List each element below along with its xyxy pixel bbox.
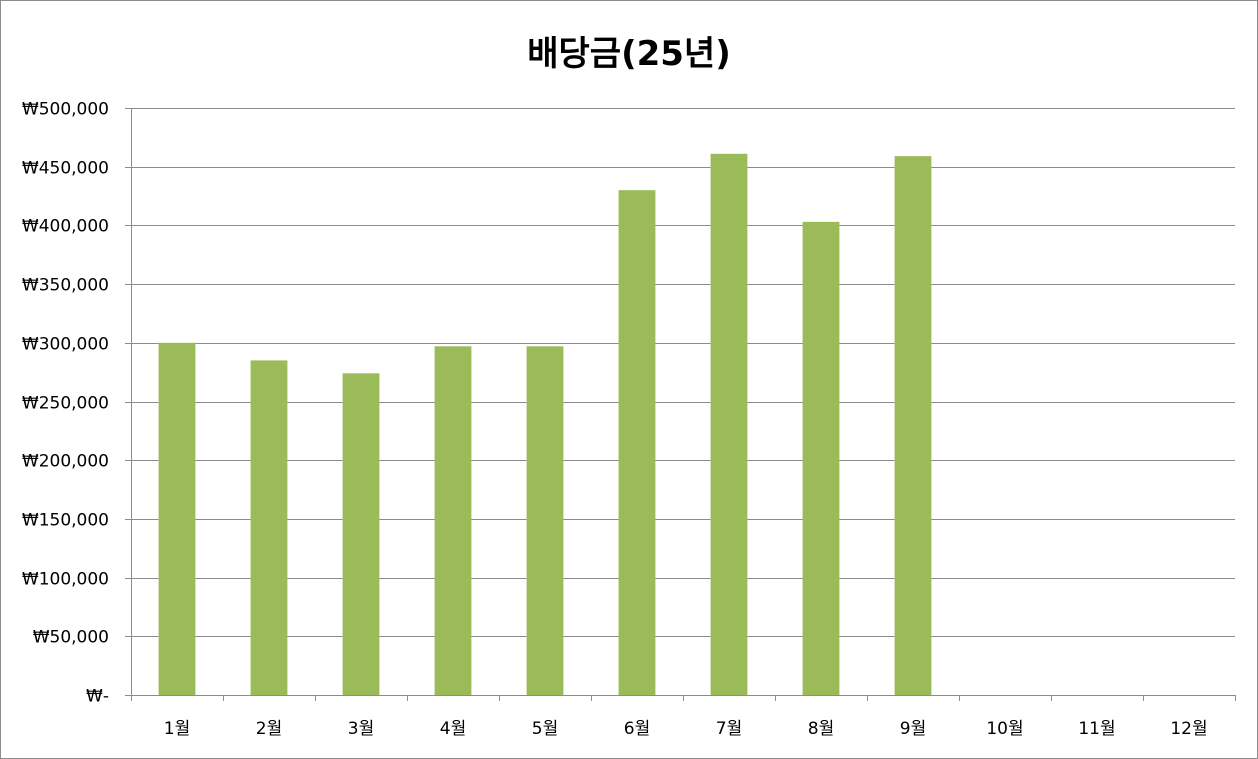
bar-4 — [434, 346, 472, 695]
axes — [131, 108, 1236, 701]
bar-2 — [250, 360, 288, 695]
y-tick-label: ₩300,000 — [22, 335, 109, 355]
x-tick-label: 11월 — [1078, 719, 1115, 739]
y-tick-label: ₩500,000 — [22, 100, 109, 120]
gridlines — [125, 108, 1235, 696]
x-tick-label: 10월 — [986, 719, 1023, 739]
x-tick-label: 5월 — [532, 719, 558, 739]
bars — [158, 153, 932, 696]
y-tick-label: ₩- — [86, 687, 109, 707]
bar-8 — [802, 221, 840, 696]
bar-5 — [526, 346, 564, 695]
bar-6 — [618, 190, 656, 695]
y-tick-label: ₩350,000 — [22, 276, 109, 296]
bar-1 — [158, 342, 196, 695]
y-tick-label: ₩50,000 — [33, 628, 109, 648]
x-tick-label: 2월 — [256, 719, 282, 739]
x-tick-label: 9월 — [900, 719, 926, 739]
y-tick-label: ₩250,000 — [22, 394, 109, 414]
y-tick-label: ₩150,000 — [22, 511, 109, 531]
x-tick-label: 1월 — [164, 719, 190, 739]
y-tick-label: ₩450,000 — [22, 159, 109, 179]
y-tick-labels: ₩- ₩50,000 ₩100,000 ₩150,000 ₩200,000 ₩250,00… — [22, 100, 109, 707]
x-tick-label: 12월 — [1170, 719, 1207, 739]
x-tick-label: 3월 — [348, 719, 374, 739]
x-tick-label: 8월 — [808, 719, 834, 739]
bar-9 — [894, 156, 932, 695]
y-tick-label: ₩200,000 — [22, 452, 109, 472]
x-tick-label: 4월 — [440, 719, 466, 739]
bar-3 — [342, 373, 380, 695]
x-tick-label: 6월 — [624, 719, 650, 739]
x-tick-labels: 1월 2월 3월 4월 5월 6월 7월 8월 9월 10월 11월 12월 — [164, 719, 1208, 739]
y-tick-label: ₩100,000 — [22, 570, 109, 590]
x-tick-label: 7월 — [716, 719, 742, 739]
y-tick-label: ₩400,000 — [22, 217, 109, 237]
chart-title: 배당금(25년) — [527, 34, 731, 74]
bar-7 — [710, 153, 748, 695]
